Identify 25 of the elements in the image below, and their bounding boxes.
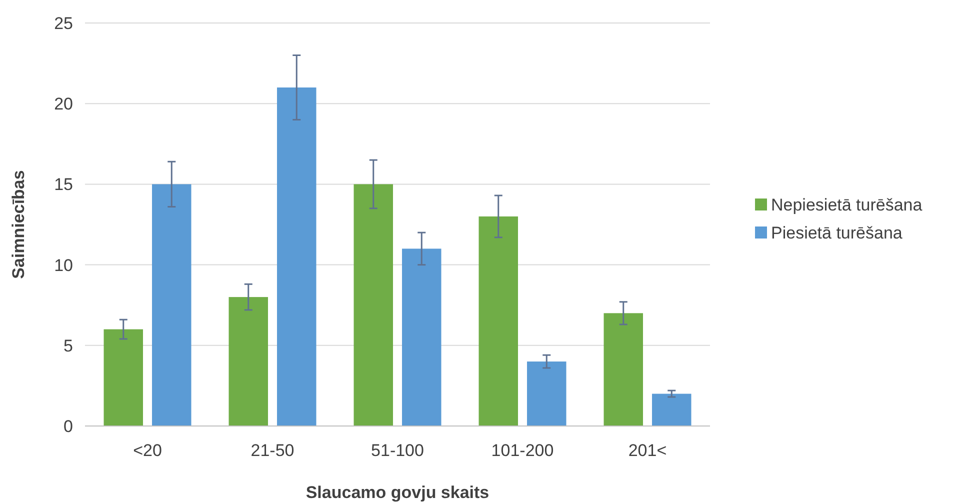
bar <box>228 297 268 426</box>
legend-label: Piesietā turēšana <box>771 223 903 242</box>
bar <box>104 329 143 426</box>
y-tick-label: 20 <box>54 94 73 114</box>
x-tick-label: 21-50 <box>250 441 294 460</box>
y-tick-label: 15 <box>54 175 73 194</box>
bar <box>478 216 518 426</box>
legend-label: Nepiesietā turēšana <box>771 195 923 214</box>
bar <box>652 394 692 426</box>
bar <box>402 248 442 426</box>
y-tick-label: 5 <box>64 336 73 356</box>
x-axis-title: Slaucamo govju skaits <box>306 483 490 502</box>
y-tick-label: 25 <box>54 14 73 33</box>
bar <box>354 184 393 426</box>
x-tick-label: <20 <box>133 441 162 460</box>
y-tick-label: 0 <box>64 416 73 436</box>
bar <box>277 87 316 426</box>
x-tick-label: 201< <box>628 441 667 460</box>
bar <box>604 313 643 426</box>
y-tick-label: 10 <box>54 256 73 275</box>
bar <box>527 362 566 426</box>
x-tick-label: 51-100 <box>371 441 424 460</box>
x-tick-label: 101-200 <box>491 441 554 460</box>
y-axis-title: Saimniecības <box>9 170 28 279</box>
bar <box>152 184 192 426</box>
